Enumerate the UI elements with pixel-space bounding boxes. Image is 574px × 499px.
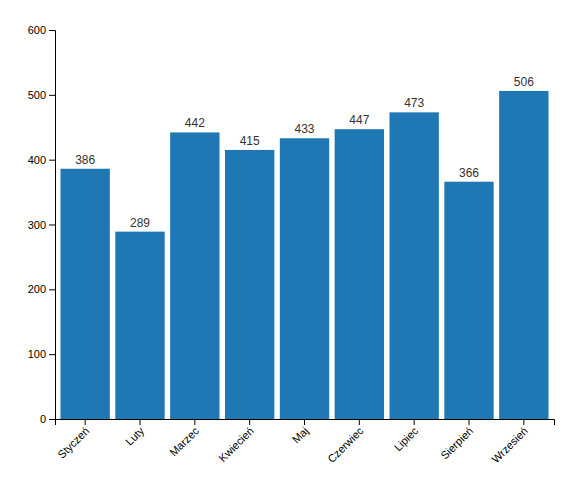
bar	[225, 150, 274, 419]
axis-line	[56, 420, 555, 426]
tick-mark	[304, 419, 305, 425]
tick-mark	[49, 225, 55, 226]
tick: 200	[28, 283, 55, 295]
tick-mark	[49, 95, 55, 96]
tick-mark	[49, 160, 55, 161]
tick-mark	[49, 289, 55, 290]
tick-mark	[523, 419, 524, 425]
tick-label: Luty	[123, 424, 147, 448]
tick-label: 100	[28, 348, 46, 360]
tick-label: 400	[28, 154, 46, 166]
y-axis: 0 100 200 300 400 500 600	[28, 24, 56, 425]
tick-mark	[469, 419, 470, 425]
chart: Styczeń Luty Marzec Kwiecień Maj Czerwiec Lipi…	[0, 0, 574, 499]
tick-mark	[49, 419, 55, 420]
data-label: 447	[349, 113, 369, 127]
tick: 100	[28, 348, 55, 360]
bar	[444, 182, 493, 419]
tick-mark	[85, 419, 86, 425]
data-label: 366	[459, 166, 479, 180]
axis-line	[49, 31, 56, 420]
data-label: 442	[185, 116, 205, 130]
data-label: 473	[404, 96, 424, 110]
tick-label: Wrzesień	[489, 425, 530, 466]
bar	[335, 129, 384, 419]
tick-mark	[49, 354, 55, 355]
tick-label: Maj	[290, 425, 311, 446]
tick-mark	[139, 419, 140, 425]
tick: Sierpień	[438, 419, 475, 462]
data-labels: 386 289 442 415 433 447 473 366 506	[75, 75, 534, 230]
x-axis: Styczeń Luty Marzec Kwiecień Maj Czerwiec Lipi…	[55, 419, 554, 465]
tick: Styczeń	[55, 419, 91, 461]
data-label: 433	[294, 122, 314, 136]
tick: Luty	[123, 419, 147, 448]
tick-label: 300	[28, 219, 46, 231]
bars	[60, 91, 548, 419]
data-label: 386	[75, 153, 95, 167]
bar	[115, 232, 164, 419]
tick: 300	[28, 219, 55, 231]
tick: 400	[28, 154, 55, 166]
tick-label: Lipiec	[392, 424, 421, 453]
tick: Lipiec	[392, 419, 421, 453]
tick-label: 600	[28, 24, 46, 36]
tick-label: Czerwiec	[325, 424, 366, 465]
bar	[60, 169, 109, 419]
bar	[170, 132, 219, 419]
tick: 0	[40, 413, 55, 425]
tick-mark	[359, 419, 360, 425]
tick-label: Marzec	[167, 424, 201, 458]
tick-mark	[249, 419, 250, 425]
tick: Maj	[290, 419, 311, 446]
tick-label: Kwiecień	[216, 425, 256, 465]
tick: 500	[28, 89, 55, 101]
tick-label: 0	[40, 413, 46, 425]
tick-label: Styczeń	[55, 425, 91, 461]
tick-label: Sierpień	[438, 425, 475, 462]
tick: Wrzesień	[489, 419, 530, 465]
data-label: 506	[514, 75, 534, 89]
tick-mark	[194, 419, 195, 425]
tick-mark	[49, 30, 55, 31]
tick-mark	[414, 419, 415, 425]
tick-label: 200	[28, 283, 46, 295]
bar	[389, 112, 438, 419]
plot: Styczeń Luty Marzec Kwiecień Maj Czerwiec Lipi…	[28, 24, 555, 465]
tick: Kwiecień	[216, 419, 256, 464]
tick: Czerwiec	[325, 419, 366, 465]
data-label: 415	[240, 134, 260, 148]
bar	[499, 91, 548, 419]
tick-label: 500	[28, 89, 46, 101]
bar	[280, 138, 329, 419]
data-label: 289	[130, 216, 150, 230]
tick: 600	[28, 24, 55, 36]
tick: Marzec	[167, 419, 201, 459]
